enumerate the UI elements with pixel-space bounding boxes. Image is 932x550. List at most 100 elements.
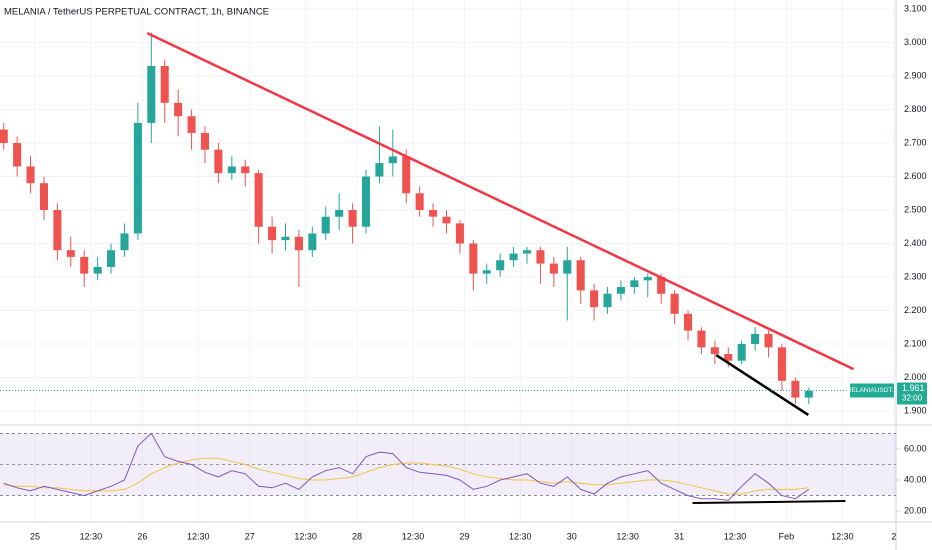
candle-body — [737, 343, 746, 361]
rsi-tick-label: 20.00 — [904, 505, 927, 515]
y-tick-label: 2.500 — [904, 204, 927, 214]
candle-body — [724, 354, 733, 361]
rsi-tick-label: 60.00 — [904, 443, 927, 453]
x-tick-label: 29 — [459, 531, 469, 541]
x-tick-label: 27 — [245, 531, 255, 541]
x-tick-label: 28 — [352, 531, 362, 541]
candle-body — [39, 183, 48, 210]
x-tick-label: 30 — [567, 531, 577, 541]
trendline — [715, 353, 810, 417]
last-price-box — [897, 382, 927, 405]
candle-body — [509, 253, 518, 261]
candle-body — [549, 263, 558, 274]
candle-body — [522, 250, 532, 254]
chart-title: MELANIA / TetherUS PERPETUAL CONTRACT, 1… — [4, 7, 269, 18]
candle-body — [469, 243, 478, 274]
rsi-line — [3, 432, 810, 501]
trendline — [146, 32, 855, 371]
x-tick-label: 12:30 — [80, 531, 103, 541]
candle-body — [0, 129, 8, 144]
rsi-ma-line — [3, 457, 809, 495]
x-tick-label: 12:30 — [402, 531, 425, 541]
candle-body — [751, 333, 760, 344]
x-tick-label: 31 — [674, 531, 684, 541]
candle-body — [616, 287, 625, 294]
candle-body — [93, 266, 102, 274]
symbol-label-box — [850, 383, 894, 398]
candle-body — [133, 122, 142, 234]
candle-body — [348, 210, 357, 227]
candle-body — [227, 166, 236, 174]
candle-body — [361, 176, 371, 227]
x-tick-label: 12:30 — [724, 531, 747, 541]
candle-body — [120, 233, 129, 251]
y-tick-label: 3.100 — [904, 3, 927, 13]
x-tick-label: 12:30 — [509, 531, 532, 541]
candle-body — [80, 256, 89, 274]
candle-body — [107, 250, 116, 267]
candle-body — [335, 210, 344, 217]
y-tick-label: 2.200 — [904, 305, 927, 315]
candle-body — [174, 102, 183, 117]
candle-body — [643, 276, 652, 281]
x-tick-label: 12:30 — [294, 531, 317, 541]
candle-body — [268, 226, 277, 241]
candle-body — [187, 116, 196, 133]
x-tick-label: 2 — [891, 531, 896, 541]
candle-body — [308, 233, 317, 251]
candle-body — [563, 260, 572, 274]
y-tick-label: 2.700 — [904, 137, 927, 147]
x-tick-label: 25 — [30, 531, 40, 541]
candle-body — [13, 143, 22, 167]
y-tick-label: 2.800 — [904, 104, 927, 114]
candle-body — [683, 313, 693, 331]
candle-body — [630, 280, 639, 288]
candle-body — [241, 166, 250, 174]
rsi-trendline — [692, 500, 846, 505]
last-price-label: 1.961 — [902, 383, 925, 393]
candle-body — [66, 250, 75, 257]
candle-body — [455, 223, 464, 244]
y-tick-label: 2.000 — [904, 372, 927, 382]
x-tick-label: 12:30 — [831, 531, 854, 541]
candle-body — [657, 276, 666, 294]
candle-body — [804, 390, 813, 398]
x-tick-label: 12:30 — [187, 531, 210, 541]
candle-body — [26, 166, 35, 184]
grid — [0, 0, 896, 522]
y-tick-label: 2.100 — [904, 338, 927, 348]
candle-body — [415, 193, 424, 210]
y-tick-label: 1.900 — [904, 405, 927, 415]
candle-body — [764, 333, 773, 348]
candle-body — [496, 260, 505, 271]
x-tick-label: Feb — [779, 531, 795, 541]
candle-body — [160, 65, 169, 103]
y-tick-label: 2.600 — [904, 171, 927, 181]
candle-body — [791, 380, 800, 398]
candle-body — [147, 65, 156, 123]
candle-body — [576, 260, 585, 291]
y-tick-label: 3.000 — [904, 37, 927, 47]
candle-body — [375, 163, 384, 177]
candle-body — [294, 236, 303, 251]
y-tick-label: 2.300 — [904, 271, 927, 281]
y-tick-label: 2.900 — [904, 70, 927, 80]
candle-body — [777, 347, 786, 381]
candle-body — [200, 132, 210, 150]
candle-body — [536, 250, 545, 264]
candle-body — [710, 347, 719, 355]
candle-body — [429, 210, 438, 217]
candle-body — [697, 330, 706, 348]
y-tick-label: 2.400 — [904, 238, 927, 248]
countdown-label: 32:00 — [902, 394, 923, 403]
candle-body — [402, 156, 411, 194]
candle-body — [388, 156, 397, 164]
rsi-tick-label: 40.00 — [904, 474, 927, 484]
candle-body — [603, 293, 612, 308]
candle-body — [590, 290, 599, 308]
candle-body — [254, 173, 263, 227]
candle-body — [482, 270, 491, 274]
symbol-label: MELANIAUSDT.P — [846, 387, 898, 394]
candle-body — [321, 216, 330, 234]
